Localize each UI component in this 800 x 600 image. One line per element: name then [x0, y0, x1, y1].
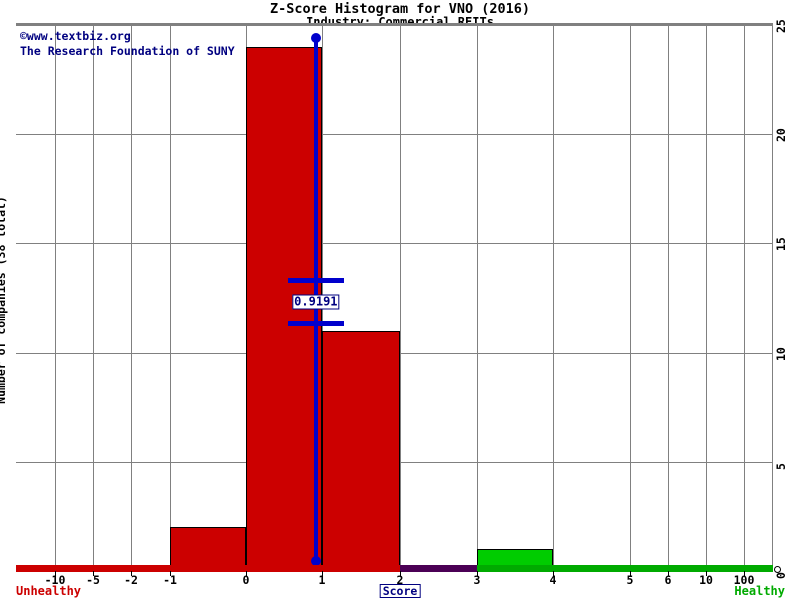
x-axis-tick [170, 571, 171, 576]
x-axis-tick-label: 4 [549, 573, 557, 587]
x-axis-tick-label: 100 [733, 573, 755, 587]
y-axis-tick-label: 20 [774, 128, 788, 143]
x-axis-tick-label: 5 [626, 573, 634, 587]
gridline-vertical [55, 25, 56, 571]
y-axis-tick-label: 0 [774, 572, 788, 579]
y-axis-tick-label: 10 [774, 346, 788, 361]
gridline-vertical [131, 25, 132, 571]
score-marker-top-dot [310, 33, 321, 43]
x-axis-tick [630, 571, 631, 576]
x-axis-tick [744, 571, 745, 576]
x-axis-tick-label: -1 [163, 573, 177, 587]
x-axis-tick [553, 571, 554, 576]
x-axis-tick-label: 10 [699, 573, 713, 587]
x-axis-tick [477, 571, 478, 576]
gridline-vertical [400, 25, 401, 571]
gridline-vertical [170, 25, 171, 571]
histogram-bar [322, 330, 400, 571]
gridline-vertical [477, 25, 478, 571]
gridline-horizontal [16, 25, 772, 26]
y-axis-title: Number of companies (38 total) [0, 196, 8, 404]
plot-top-border [16, 23, 773, 26]
score-marker-bottom-dot [310, 556, 321, 566]
credit-line-2: The Research Foundation of SUNY [20, 44, 235, 58]
score-marker-value-label: 0.9191 [292, 294, 340, 310]
gridline-horizontal [16, 243, 772, 245]
axis-band-healthy [477, 565, 773, 572]
y-axis-tick-label: 25 [774, 19, 788, 33]
gridline-vertical [93, 25, 94, 571]
gridline-vertical [630, 25, 631, 571]
x-axis-tick-label: 2 [396, 573, 404, 587]
x-axis-tick [668, 571, 669, 576]
credit-block: ©www.textbiz.org The Research Foundation… [20, 29, 235, 59]
x-axis-tick [55, 571, 56, 576]
unhealthy-label: Unhealthy [16, 584, 82, 598]
x-axis-tick [93, 571, 94, 576]
x-axis-tick-label: 6 [664, 573, 672, 587]
x-axis-tick-label: 3 [473, 573, 481, 587]
gridline-horizontal [16, 134, 772, 136]
page-title: Z-Score Histogram for VNO (2016) [269, 1, 531, 17]
x-axis-tick [400, 571, 401, 576]
x-axis-tick [322, 571, 323, 576]
x-axis-tick-label: 0 [242, 573, 250, 587]
axis-band-unhealthy [16, 565, 400, 572]
gridline-vertical [668, 25, 669, 571]
score-marker-lower-cap [287, 321, 344, 326]
credit-line-1: ©www.textbiz.org [20, 29, 131, 43]
axis-band-grey-zone [400, 565, 477, 572]
x-axis-tick-label: -2 [124, 573, 138, 587]
gridline-vertical [744, 25, 745, 571]
y-axis-tick-label: 15 [774, 237, 788, 252]
x-axis-tick-label: -5 [86, 573, 100, 587]
plot-area: 0.9191 [16, 25, 772, 571]
x-axis-tick [246, 571, 247, 576]
x-axis-title: Score [379, 584, 421, 598]
x-axis-tick [131, 571, 132, 576]
x-axis-tick [706, 571, 707, 576]
score-marker-upper-cap [287, 278, 344, 283]
healthy-label: Healthy [734, 584, 785, 598]
axis-end-marker-icon [774, 566, 781, 573]
y-axis-tick-label: 5 [774, 462, 788, 470]
x-axis-tick-label: 1 [318, 573, 326, 587]
gridline-vertical [553, 25, 554, 571]
gridline-vertical [706, 25, 707, 571]
x-axis-tick-label: -10 [44, 573, 66, 587]
histogram-bar [170, 527, 246, 571]
